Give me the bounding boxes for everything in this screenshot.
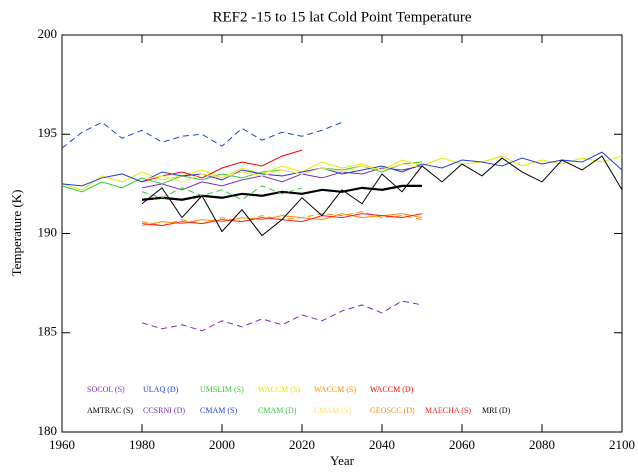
series-line bbox=[141, 155, 623, 237]
x-tick-label: 1960 bbox=[49, 437, 75, 452]
legend-label: GEOSCC (D) bbox=[370, 406, 415, 415]
legend-label: WACCM (D) bbox=[370, 385, 414, 394]
x-tick-label: 2060 bbox=[449, 437, 475, 452]
legend-label: ULAQ (D) bbox=[143, 385, 179, 394]
legend-label: MAECHA (S) bbox=[425, 406, 471, 415]
series-line bbox=[141, 185, 303, 201]
legend-label: SOCOL (S) bbox=[87, 385, 125, 394]
y-tick-label: 185 bbox=[38, 324, 58, 339]
series-line bbox=[61, 151, 623, 187]
x-axis-label: Year bbox=[330, 453, 355, 468]
y-tick-label: 195 bbox=[38, 125, 58, 140]
legend-label: UMSLIM (S) bbox=[200, 385, 244, 394]
series-line bbox=[141, 149, 303, 183]
legend-label: CMAM (S) bbox=[314, 406, 351, 415]
series-line bbox=[141, 163, 423, 183]
series-line bbox=[61, 121, 343, 149]
chart-title: REF2 -15 to 15 lat Cold Point Temperatur… bbox=[212, 9, 471, 25]
x-tick-label: 2020 bbox=[289, 437, 315, 452]
y-tick-label: 190 bbox=[38, 224, 58, 239]
y-tick-label: 200 bbox=[38, 26, 58, 41]
legend-label: AMTRAC (S) bbox=[87, 406, 133, 415]
legend-label: CCSRNI (D) bbox=[143, 406, 185, 415]
x-tick-label: 2040 bbox=[369, 437, 395, 452]
series-line bbox=[141, 184, 422, 201]
series-line bbox=[141, 300, 423, 332]
x-tick-label: 2100 bbox=[609, 437, 635, 452]
y-axis-label: Temperature (K) bbox=[9, 190, 24, 277]
legend-label: WACCM (S) bbox=[258, 385, 300, 394]
legend-label: CMAM (D) bbox=[258, 406, 297, 415]
x-tick-label: 2080 bbox=[529, 437, 555, 452]
plot-frame bbox=[61, 34, 623, 433]
legend-label: WACCM (S) bbox=[314, 385, 356, 394]
y-tick-label: 180 bbox=[38, 423, 58, 438]
series-line bbox=[61, 155, 623, 191]
legend-label: CMAM (S) bbox=[200, 406, 237, 415]
legend-label: MRI (D) bbox=[482, 406, 511, 415]
x-tick-label: 1980 bbox=[129, 437, 155, 452]
x-tick-label: 2000 bbox=[209, 437, 235, 452]
